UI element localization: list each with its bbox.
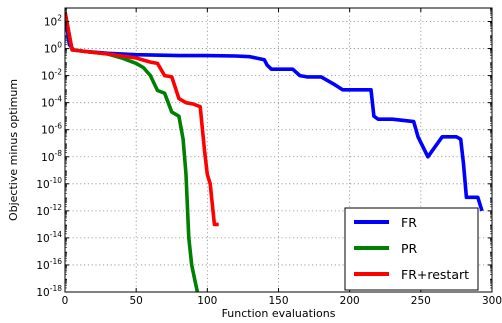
axis-ticks	[64, 8, 493, 293]
y-tick-label: 10-6	[41, 122, 62, 137]
y-tick-label: 10-2	[41, 68, 62, 83]
y-tick-label: 10-8	[41, 149, 62, 164]
y-tick-label: 10-14	[36, 230, 62, 245]
x-tick-label: 250	[411, 295, 431, 307]
series-line-fr	[65, 11, 484, 212]
x-tick-label: 300	[482, 295, 502, 307]
y-axis-label: Objective minus optimum	[7, 79, 20, 221]
x-tick-label: 100	[197, 295, 217, 307]
y-tick-label: 10-4	[41, 95, 62, 110]
x-tick-label: 200	[340, 295, 360, 307]
y-tick-label: 102	[44, 14, 62, 29]
x-tick-labels: 0 50 100 150 200 250 300	[62, 295, 502, 307]
x-tick-label: 150	[268, 295, 288, 307]
x-axis-label: Function evaluations	[222, 307, 336, 320]
series-lines	[65, 11, 484, 292]
legend: FR PR FR+restart	[344, 207, 479, 291]
y-tick-label: 10-16	[36, 257, 62, 272]
legend-label: FR+restart	[401, 267, 469, 282]
y-tick-label: 10-18	[36, 284, 62, 299]
x-tick-label: 0	[62, 295, 69, 307]
y-tick-label: 10-10	[36, 176, 62, 191]
x-tick-label: 50	[129, 295, 142, 307]
series-line-fr-restart	[65, 11, 219, 227]
legend-label: FR	[401, 215, 417, 230]
y-tick-label: 100	[44, 41, 62, 56]
legend-label: PR	[401, 241, 418, 256]
y-tick-label: 10-12	[36, 203, 62, 218]
y-tick-labels: 102 100 10-2 10-4 10-6 10-8 10-10 10-12 10-14 10-…	[36, 14, 62, 299]
